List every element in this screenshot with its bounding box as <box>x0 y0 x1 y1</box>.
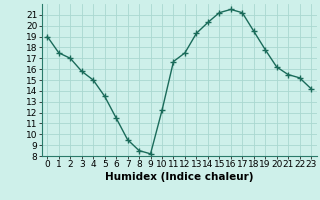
X-axis label: Humidex (Indice chaleur): Humidex (Indice chaleur) <box>105 172 253 182</box>
